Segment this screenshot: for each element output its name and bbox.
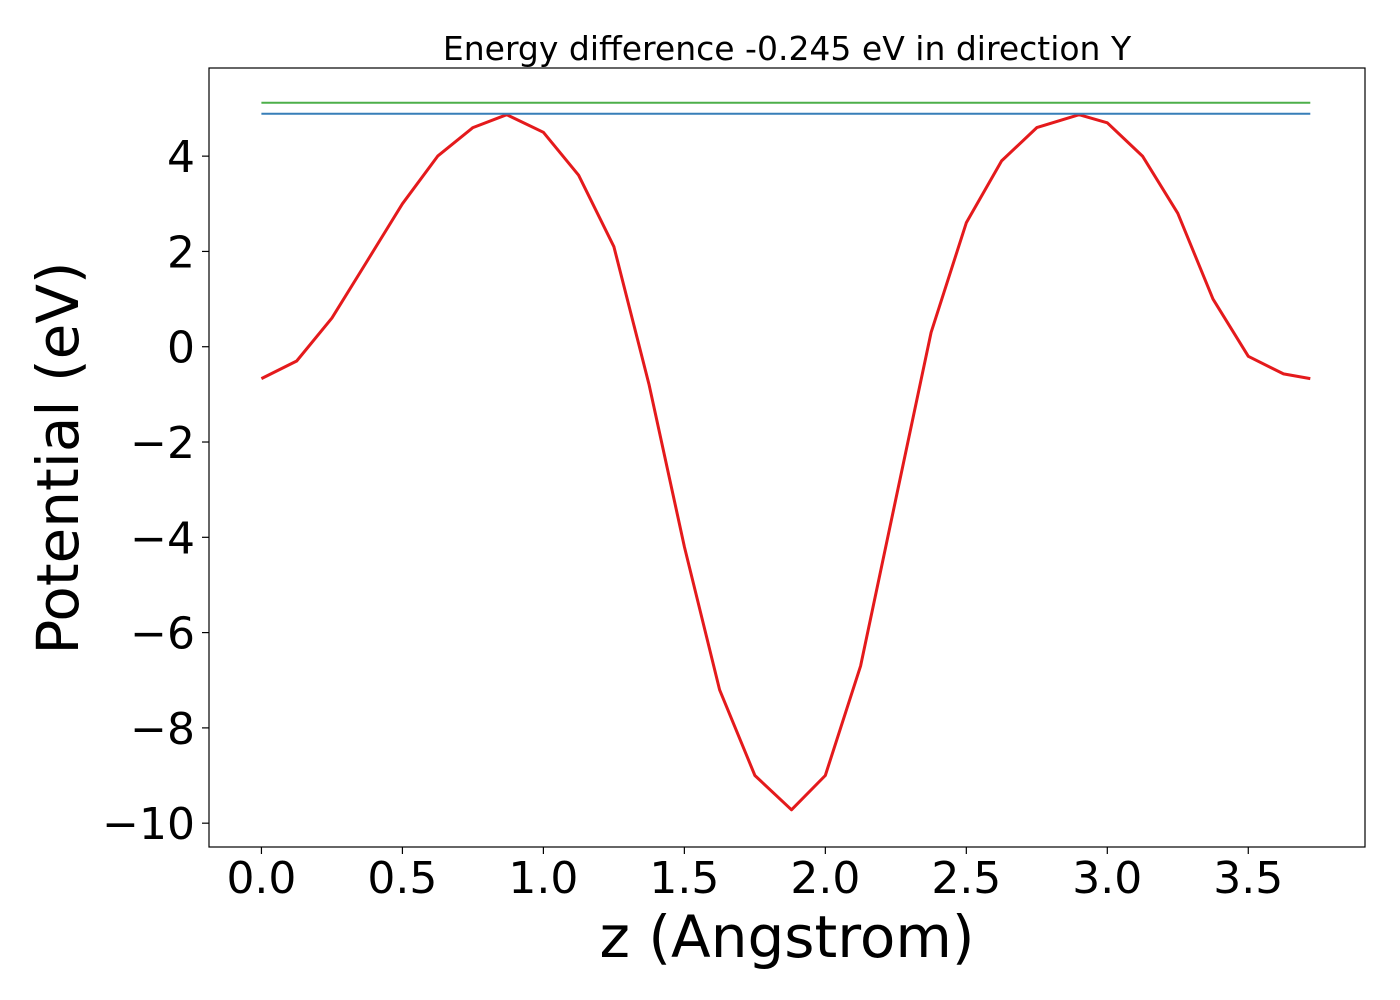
x-tick-label: 3.5 [1213, 853, 1283, 904]
x-tick-label: 1.5 [649, 853, 719, 904]
y-tick-label: −6 [130, 609, 195, 660]
y-tick-label: −8 [130, 704, 195, 755]
chart-title: Energy difference -0.245 eV in direction… [443, 29, 1132, 68]
y-tick-label: −2 [130, 418, 195, 469]
ticks: 0.0 0.5 1.0 1.5 2.0 2.5 3.0 3.5 4 2 0 −2 −4 −6 −8 −10 [102, 132, 1283, 904]
y-tick-label: 2 [167, 227, 195, 278]
x-tick-label: 0.5 [367, 853, 437, 904]
x-tick-label: 1.0 [508, 853, 578, 904]
potential-curve [260, 113, 1311, 812]
y-tick-label: −10 [102, 799, 195, 850]
x-tick-label: 2.0 [790, 853, 860, 904]
x-axis-label: z (Angstrom) [600, 903, 975, 971]
plot-area [208, 67, 1366, 848]
x-tick-label: 0.0 [226, 853, 296, 904]
x-tick-label: 2.5 [931, 853, 1001, 904]
x-tick-label: 3.0 [1072, 853, 1142, 904]
y-axis-label: Potential (eV) [24, 261, 92, 654]
y-tick-label: 0 [167, 323, 195, 374]
y-tick-label: −4 [130, 513, 195, 564]
plot-frame [208, 67, 1366, 848]
y-tick-label: 4 [167, 132, 195, 183]
